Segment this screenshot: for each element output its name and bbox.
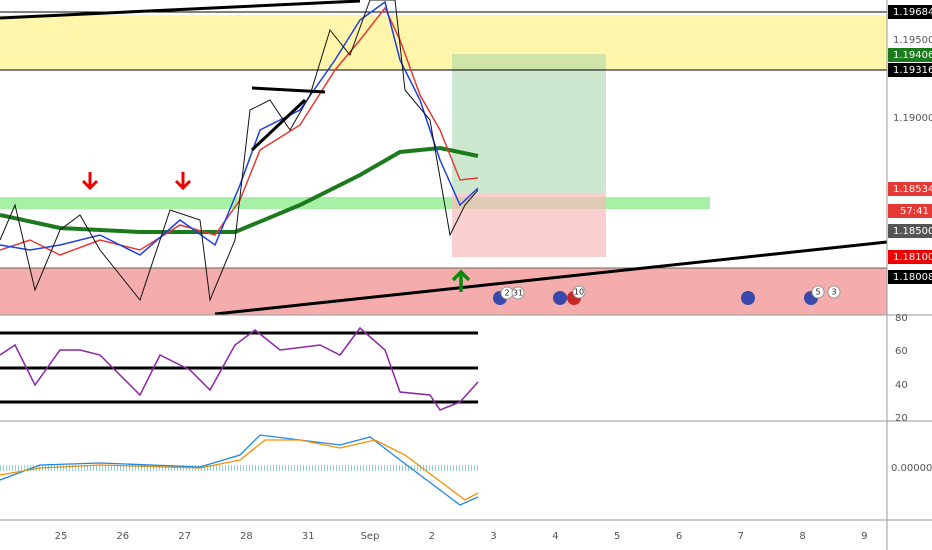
time-label: 6: [676, 531, 682, 542]
rsi-label: 60: [895, 346, 908, 357]
up-arrow: [451, 269, 471, 292]
rsi-levels: [0, 331, 478, 404]
rsi-axis: 80 60 40 20: [895, 313, 908, 424]
ema-blue: [0, 0, 479, 256]
event-badges: 2 31 10 5 3: [493, 285, 841, 305]
countdown: 57:41: [900, 206, 929, 217]
resistance-zone: [0, 15, 887, 70]
price-label: 1.18100: [893, 252, 932, 263]
price-label: 1.18008: [893, 272, 932, 283]
price-label: 1.19000: [893, 113, 932, 124]
time-label: 25: [55, 531, 68, 542]
time-axis: 25 26 27 28 31 Sep 2 3 4 5 6 7 8 9: [55, 531, 868, 542]
time-label: 31: [302, 531, 315, 542]
badge: 10: [574, 288, 584, 297]
pattern-lines: [250, 86, 326, 152]
loss-zone: [452, 193, 606, 257]
down-arrow: [81, 172, 192, 191]
time-label: 4: [552, 531, 558, 542]
badge: 31: [513, 289, 523, 298]
price-label: 1.19500: [893, 35, 932, 46]
macd-label: 0.00000: [891, 463, 932, 474]
price-axis: 1.19684 1.19500 1.19406 1.19316 1.19000 …: [888, 5, 932, 284]
time-label: 7: [738, 531, 744, 542]
price: [0, 0, 479, 302]
time-label: 2: [429, 531, 435, 542]
rsi-label: 40: [895, 380, 908, 391]
profit-zone: [452, 54, 606, 193]
trend-line: [214, 240, 888, 316]
price-label: 1.19406: [893, 50, 932, 61]
ema-red: [0, 6, 479, 256]
macd-line: [0, 434, 479, 506]
rsi-label: 20: [895, 413, 908, 424]
trend-line: [0, 0, 361, 20]
ema-slow: [0, 145, 479, 234]
price-label: 1.19684: [893, 7, 932, 18]
badge: 5: [815, 288, 820, 297]
badge: 3: [831, 288, 836, 297]
rsi-label: 80: [895, 313, 908, 324]
badge: 2: [504, 289, 509, 298]
time-label: 27: [178, 531, 191, 542]
signal-line: [0, 439, 479, 501]
time-label: 5: [614, 531, 620, 542]
time-label: 9: [861, 531, 867, 542]
time-label: 3: [490, 531, 496, 542]
time-label: 8: [799, 531, 805, 542]
price-label: 1.18500: [893, 226, 932, 237]
price-label: 1.18534: [893, 184, 932, 195]
rsi-line: [0, 326, 479, 411]
time-label: 28: [240, 531, 253, 542]
time-label: Sep: [361, 531, 380, 542]
price-label: 1.19316: [893, 65, 932, 76]
time-label: 26: [116, 531, 129, 542]
